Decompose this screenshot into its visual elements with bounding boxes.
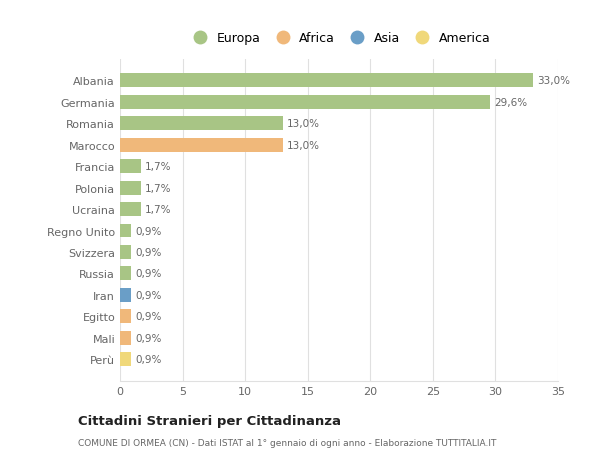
Text: 29,6%: 29,6%	[494, 98, 527, 107]
Text: 33,0%: 33,0%	[537, 76, 570, 86]
Bar	[120, 331, 131, 345]
Text: 0,9%: 0,9%	[135, 354, 161, 364]
Bar	[120, 74, 533, 88]
Bar	[120, 310, 131, 324]
Text: 0,9%: 0,9%	[135, 269, 161, 279]
Text: 0,9%: 0,9%	[135, 247, 161, 257]
Text: 1,7%: 1,7%	[145, 183, 172, 193]
Text: 13,0%: 13,0%	[286, 140, 319, 151]
Text: 0,9%: 0,9%	[135, 312, 161, 322]
Bar	[120, 181, 141, 195]
Text: 0,9%: 0,9%	[135, 290, 161, 300]
Text: 1,7%: 1,7%	[145, 205, 172, 215]
Text: 1,7%: 1,7%	[145, 162, 172, 172]
Bar	[120, 267, 131, 281]
Text: Cittadini Stranieri per Cittadinanza: Cittadini Stranieri per Cittadinanza	[78, 414, 341, 428]
Bar	[120, 95, 490, 110]
Bar	[120, 203, 141, 217]
Text: COMUNE DI ORMEA (CN) - Dati ISTAT al 1° gennaio di ogni anno - Elaborazione TUTT: COMUNE DI ORMEA (CN) - Dati ISTAT al 1° …	[78, 438, 496, 447]
Bar	[120, 353, 131, 366]
Bar	[120, 117, 283, 131]
Text: 0,9%: 0,9%	[135, 333, 161, 343]
Bar	[120, 288, 131, 302]
Legend: Europa, Africa, Asia, America: Europa, Africa, Asia, America	[182, 28, 496, 50]
Bar	[120, 224, 131, 238]
Bar	[120, 246, 131, 259]
Bar	[120, 160, 141, 174]
Text: 0,9%: 0,9%	[135, 226, 161, 236]
Text: 13,0%: 13,0%	[286, 119, 319, 129]
Bar	[120, 139, 283, 152]
